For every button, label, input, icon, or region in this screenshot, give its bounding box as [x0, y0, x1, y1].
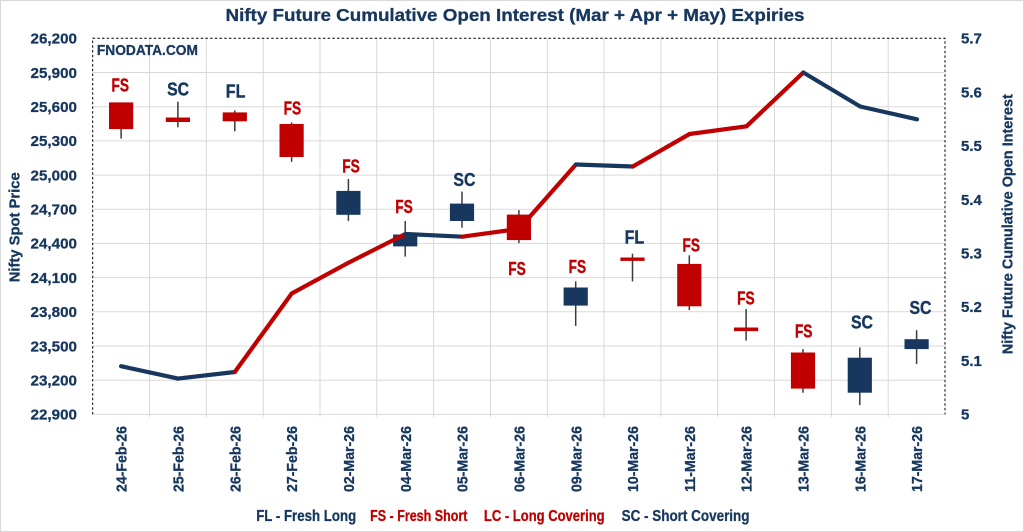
svg-text:FS - Fresh Short: FS - Fresh Short: [370, 508, 468, 525]
svg-text:24-Feb-26: 24-Feb-26: [114, 426, 131, 492]
svg-text:FS: FS: [112, 74, 130, 95]
svg-text:23,200: 23,200: [31, 373, 78, 390]
svg-text:25-Feb-26: 25-Feb-26: [171, 426, 188, 492]
svg-text:SC: SC: [453, 169, 475, 190]
svg-text:09-Mar-26: 09-Mar-26: [568, 426, 585, 492]
svg-text:06-Mar-26: 06-Mar-26: [512, 426, 529, 492]
svg-text:27-Feb-26: 27-Feb-26: [284, 426, 301, 492]
svg-text:25,300: 25,300: [31, 133, 78, 150]
svg-text:25,000: 25,000: [31, 167, 78, 184]
svg-text:23,500: 23,500: [31, 338, 78, 355]
svg-text:FS: FS: [284, 98, 302, 119]
svg-text:Nifty Spot Price: Nifty Spot Price: [8, 172, 24, 282]
svg-text:24,700: 24,700: [31, 202, 78, 219]
svg-text:26,200: 26,200: [31, 31, 78, 48]
svg-text:FL: FL: [625, 227, 645, 248]
svg-text:FL - Fresh Long: FL - Fresh Long: [256, 508, 356, 525]
svg-text:5.4: 5.4: [961, 192, 983, 209]
svg-text:FS: FS: [395, 196, 413, 217]
svg-text:02-Mar-26: 02-Mar-26: [341, 426, 358, 492]
svg-text:24,400: 24,400: [31, 236, 78, 253]
svg-text:25,900: 25,900: [31, 65, 78, 82]
svg-text:5.6: 5.6: [961, 84, 982, 101]
svg-text:10-Mar-26: 10-Mar-26: [625, 426, 642, 492]
svg-text:FS: FS: [569, 256, 587, 277]
svg-text:23,800: 23,800: [31, 304, 78, 321]
svg-text:05-Mar-26: 05-Mar-26: [455, 426, 472, 492]
svg-text:5.2: 5.2: [961, 299, 982, 316]
svg-text:24,100: 24,100: [31, 270, 78, 287]
svg-text:FS: FS: [795, 320, 813, 341]
svg-text:FL: FL: [226, 81, 246, 102]
svg-text:25,600: 25,600: [31, 99, 78, 116]
svg-text:5.7: 5.7: [961, 31, 982, 48]
svg-text:17-Mar-26: 17-Mar-26: [909, 426, 926, 492]
svg-text:12-Mar-26: 12-Mar-26: [739, 426, 756, 492]
svg-text:SC: SC: [851, 312, 873, 333]
svg-text:SC: SC: [910, 297, 932, 318]
svg-text:FNODATA.COM: FNODATA.COM: [97, 42, 198, 59]
svg-text:11-Mar-26: 11-Mar-26: [682, 426, 699, 492]
svg-text:5.1: 5.1: [961, 353, 982, 370]
svg-text:5.5: 5.5: [961, 138, 982, 155]
svg-text:SC - Short Covering: SC - Short Covering: [622, 508, 750, 525]
svg-text:SC: SC: [167, 78, 189, 99]
svg-text:13-Mar-26: 13-Mar-26: [796, 426, 813, 492]
svg-text:FS: FS: [342, 156, 360, 177]
svg-text:FS: FS: [683, 234, 701, 255]
svg-text:5: 5: [961, 407, 969, 424]
svg-text:16-Mar-26: 16-Mar-26: [852, 426, 869, 492]
svg-text:FS: FS: [508, 258, 526, 279]
svg-text:26-Feb-26: 26-Feb-26: [227, 426, 244, 492]
svg-text:Nifty Future Cumulative Open I: Nifty Future Cumulative Open Interest (M…: [226, 5, 805, 25]
svg-text:5.3: 5.3: [961, 246, 982, 263]
svg-text:22,900: 22,900: [31, 407, 78, 424]
svg-text:04-Mar-26: 04-Mar-26: [398, 426, 415, 492]
svg-text:Nifty Future Cumulative Open I: Nifty Future Cumulative Open Interest: [1001, 94, 1017, 354]
svg-text:FS: FS: [737, 288, 755, 309]
svg-text:LC - Long Covering: LC - Long Covering: [484, 508, 605, 525]
